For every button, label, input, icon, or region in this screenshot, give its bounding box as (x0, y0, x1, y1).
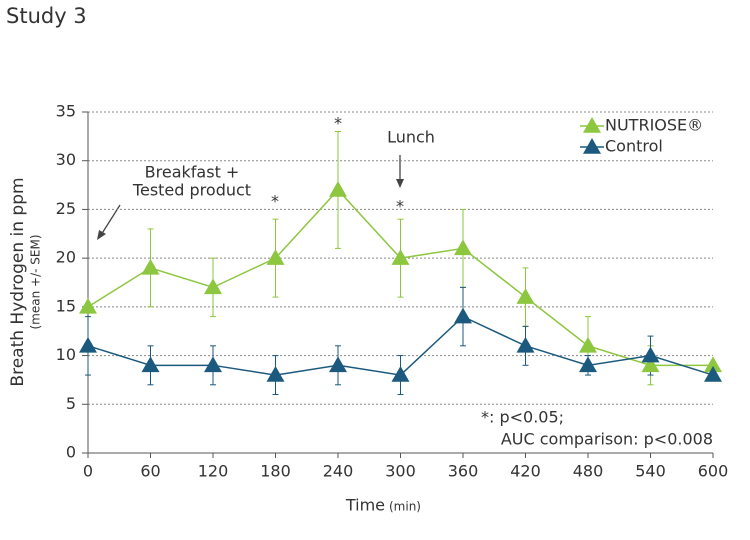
marker (454, 239, 472, 256)
marker (704, 356, 722, 373)
annotation: Lunch (387, 128, 435, 147)
annotation: Breakfast + (145, 163, 240, 182)
x-tick-label: 120 (198, 462, 229, 481)
y-tick-label: 10 (56, 345, 76, 364)
annotation: Tested product (132, 181, 251, 200)
x-tick-label: 300 (385, 462, 416, 481)
legend-label: Control (605, 137, 663, 156)
significance-mark: * (271, 192, 279, 211)
y-axis-title: Breath Hydrogen in ppm (mean +/- SEM) (8, 177, 43, 386)
footnote: AUC comparison: p<0.008 (501, 430, 713, 449)
marker (266, 249, 285, 265)
legend-marker (583, 117, 601, 133)
marker (79, 297, 97, 314)
y-tick-label: 35 (56, 102, 76, 121)
marker (704, 366, 722, 382)
x-tick-label: 480 (573, 462, 604, 481)
marker (266, 366, 285, 382)
y-sublabel: (mean +/- SEM) (29, 234, 43, 329)
marker (391, 366, 410, 382)
marker (454, 307, 472, 324)
marker (329, 356, 347, 373)
marker (391, 249, 410, 265)
marker (79, 336, 97, 353)
x-tick-label: 360 (448, 462, 479, 481)
x-tick-label: 60 (140, 462, 160, 481)
y-tick-label: 15 (56, 296, 76, 315)
y-tick-label: 5 (66, 394, 76, 413)
marker (641, 346, 660, 363)
marker (516, 336, 535, 353)
marker (579, 336, 597, 353)
arrow-head (396, 179, 404, 188)
x-tick-label: 420 (510, 462, 541, 481)
x-tick-label: 0 (83, 462, 93, 481)
y-tick-label: 0 (66, 443, 76, 462)
footnote: *: p<0.05; (481, 408, 564, 427)
significance-mark: * (334, 114, 342, 133)
marker (204, 356, 222, 373)
y-tick-label: 25 (56, 199, 76, 218)
y-label: Breath Hydrogen in ppm (8, 177, 28, 386)
x-tick-label: 180 (260, 462, 291, 481)
legend-label: NUTRIOSE® (605, 116, 703, 135)
arrow-head (97, 230, 106, 240)
marker (329, 180, 347, 197)
legend-marker (583, 138, 601, 154)
x-label: Time (345, 496, 385, 515)
significance-mark: * (396, 197, 404, 216)
x-unit: (min) (389, 500, 421, 514)
marker (141, 258, 160, 275)
x-tick-label: 600 (698, 462, 729, 481)
marker (141, 356, 160, 373)
x-tick-label: 240 (323, 462, 354, 481)
y-tick-label: 20 (56, 248, 76, 267)
marker (641, 356, 660, 373)
arrow (100, 204, 121, 236)
y-tick-label: 30 (56, 150, 76, 169)
marker (579, 356, 597, 373)
chart-title: Study 3 (6, 4, 87, 28)
marker (204, 278, 222, 295)
marker (516, 288, 535, 304)
x-tick-label: 540 (635, 462, 666, 481)
